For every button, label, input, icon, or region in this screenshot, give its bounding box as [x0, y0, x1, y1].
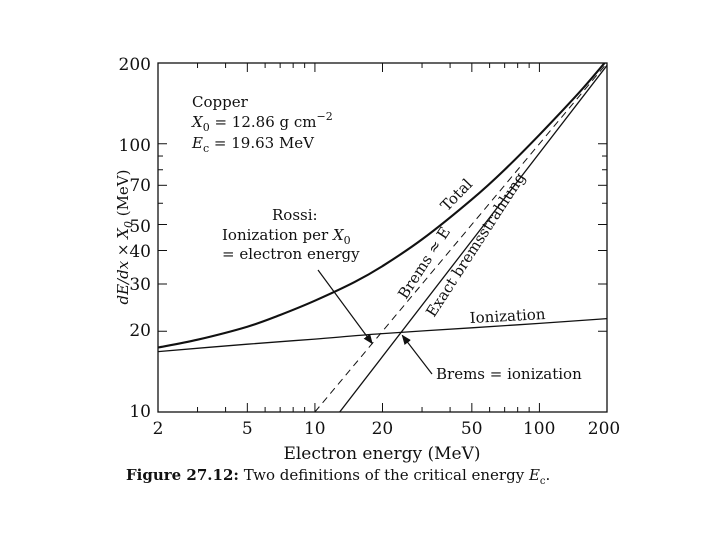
- exact-brems-line: [339, 65, 607, 412]
- x-tick-label: 50: [461, 419, 483, 439]
- rossi-line-3: = electron energy: [222, 245, 360, 263]
- x-axis-label: Electron energy (MeV): [283, 444, 480, 464]
- y-tick-label: 40: [129, 242, 151, 262]
- x-tick-label: 5: [242, 419, 253, 439]
- brems-ion-arrow: [401, 334, 433, 375]
- figure-caption: Figure 27.12: Two definitions of the cri…: [126, 466, 551, 487]
- y-tick-label: 50: [129, 217, 151, 237]
- rossi-arrow: [317, 269, 373, 345]
- rossi-title: Rossi:: [272, 206, 318, 224]
- total-curve: [158, 63, 606, 349]
- y-tick-label: 100: [119, 136, 151, 156]
- x-tick-label: 10: [304, 419, 326, 439]
- x-tick-label: 20: [372, 419, 394, 439]
- y-tick-label: 10: [129, 402, 151, 422]
- brems-approx-line: [314, 63, 607, 412]
- ec-label: Ec = 19.63 MeV: [191, 134, 315, 155]
- y-tick-label: 20: [129, 321, 151, 341]
- material-label: Copper: [192, 93, 249, 111]
- total-label: Total: [437, 175, 476, 215]
- axis-ticks: [157, 62, 608, 413]
- y-tick-label: 30: [129, 275, 151, 295]
- rossi-line-2: Ionization per X0: [222, 226, 351, 247]
- x-tick-label: 200: [588, 419, 620, 439]
- x0-label: X0 = 12.86 g cm−2: [191, 110, 333, 134]
- ionization-curve: [158, 317, 607, 353]
- x-tick-label: 2: [153, 419, 164, 439]
- y-tick-label: 70: [129, 176, 151, 196]
- y-tick-label: 200: [119, 55, 151, 75]
- y-axis-label: dE/dx × X0 (MeV): [114, 170, 135, 305]
- x-tick-label: 100: [523, 419, 555, 439]
- brems-ion-label: Brems = ionization: [436, 365, 582, 383]
- ionization-label: Ionization: [469, 305, 546, 327]
